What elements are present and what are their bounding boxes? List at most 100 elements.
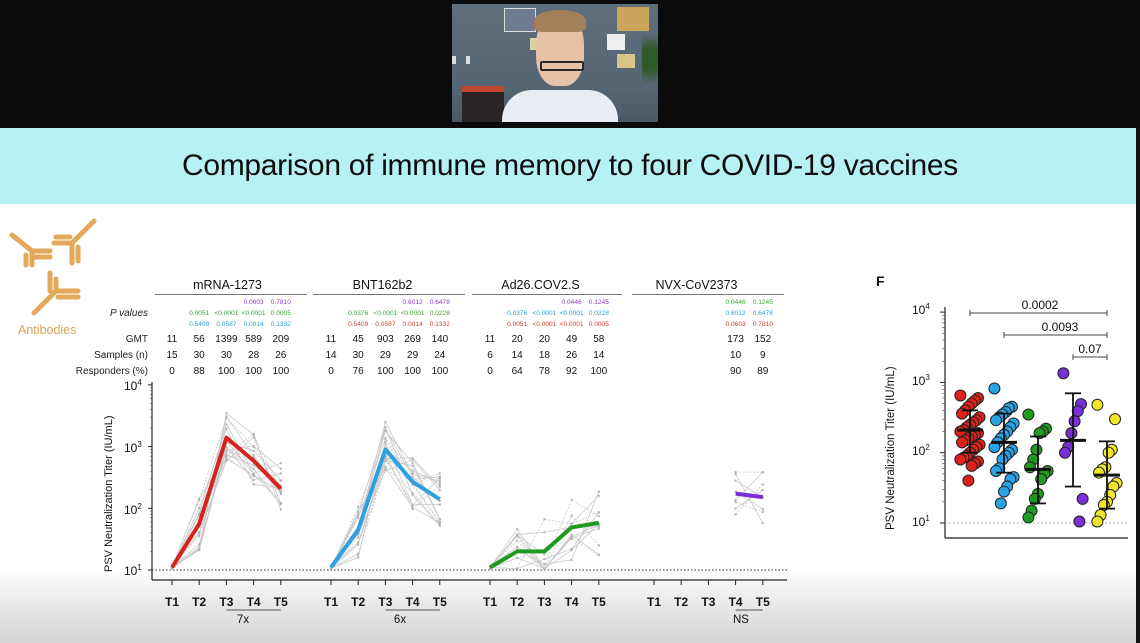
p-value-cell: 0.1332 bbox=[270, 321, 291, 328]
fold-change-label: NS bbox=[733, 614, 749, 626]
p-value-cell: 0.1245 bbox=[588, 299, 609, 306]
p-value-cell: 0.0587 bbox=[216, 321, 237, 328]
x-tick-label: T1 bbox=[164, 595, 179, 609]
x-tick-label: T1 bbox=[646, 595, 661, 609]
samples-cell: 30 bbox=[220, 350, 232, 361]
speaker-video-tile[interactable] bbox=[452, 4, 658, 122]
samples-cell: 26 bbox=[275, 350, 287, 361]
samples-label: Samples (n) bbox=[94, 350, 148, 361]
books bbox=[462, 86, 504, 122]
responders-cell: 100 bbox=[218, 366, 235, 377]
slide-title: Comparison of immune memory to four COVI… bbox=[181, 149, 959, 182]
x-tick-label: T2 bbox=[510, 595, 525, 609]
plant bbox=[642, 24, 658, 94]
p-value-cell: 0.0014 bbox=[402, 321, 423, 328]
p-value-cell: 0.0587 bbox=[375, 321, 396, 328]
x-tick-label: T4 bbox=[405, 595, 420, 609]
gmt-cell: 1399 bbox=[215, 334, 238, 345]
panel-f-y-tick-1e4: 104 bbox=[912, 302, 930, 317]
p-value-cell: 0.7810 bbox=[752, 321, 773, 328]
p-value-cell: 0.7810 bbox=[270, 299, 291, 306]
y-tick-1e1: 101 bbox=[124, 563, 142, 578]
vaccine-header-divider bbox=[155, 294, 307, 295]
window-edge bbox=[1136, 128, 1140, 643]
responders-cell: 100 bbox=[245, 366, 262, 377]
responders-cell: 100 bbox=[404, 366, 421, 377]
gmt-cell: 20 bbox=[511, 334, 523, 345]
speaker-shirt bbox=[502, 90, 618, 122]
gmt-cell: 49 bbox=[566, 334, 578, 345]
comparison-p-value: 0.0093 bbox=[1041, 320, 1079, 334]
fold-change-label: 6x bbox=[393, 614, 407, 626]
vaccine-header-nvx: NVX-CoV2373 bbox=[655, 278, 738, 292]
p-value-cell: 0.0446 bbox=[561, 299, 582, 306]
samples-cell: 6 bbox=[487, 350, 493, 361]
light-switch bbox=[452, 56, 456, 64]
x-tick-label: T2 bbox=[192, 595, 207, 609]
p-value-cell: 0.6012 bbox=[725, 310, 746, 317]
gmt-cell: 209 bbox=[272, 334, 290, 345]
p-value-cell: 0.0603 bbox=[243, 299, 264, 306]
p-value-cell: 0.1245 bbox=[752, 299, 773, 306]
vaccine-header-divider bbox=[472, 294, 622, 295]
samples-cell: 14 bbox=[325, 350, 337, 361]
p-value-cell: <0.0001 bbox=[532, 310, 557, 317]
p-value-cell: <0.0001 bbox=[532, 321, 557, 328]
samples-cell: 26 bbox=[566, 350, 578, 361]
responders-cell: 100 bbox=[377, 366, 394, 377]
samples-cell: 29 bbox=[379, 350, 391, 361]
speaker-hair bbox=[534, 10, 586, 32]
y-tick-1e2: 102 bbox=[124, 502, 142, 517]
p-value-cell: <0.0001 bbox=[559, 310, 584, 317]
x-tick-label: T3 bbox=[537, 595, 552, 609]
x-tick-label: T3 bbox=[701, 595, 716, 609]
gmt-cell: 20 bbox=[538, 334, 550, 345]
panel-f-y-tick-1e2: 102 bbox=[912, 443, 930, 458]
vaccine-header-mrna1273: mRNA-1273 bbox=[193, 278, 262, 292]
vaccine-header-bnt162b2: BNT162b2 bbox=[352, 278, 413, 292]
x-tick-label: T5 bbox=[591, 595, 606, 609]
p-value-cell: <0.0001 bbox=[373, 310, 398, 317]
responders-cell: 100 bbox=[272, 366, 290, 377]
p-value-cell: 0.0446 bbox=[725, 299, 746, 306]
responders-cell: 0 bbox=[487, 366, 493, 377]
gmt-cell: 56 bbox=[193, 334, 205, 345]
slide-title-band: Comparison of immune memory to four COVI… bbox=[0, 128, 1140, 204]
responders-cell: 92 bbox=[566, 366, 578, 377]
p-values-label: P values bbox=[110, 308, 148, 319]
p-value-cell: 0.0005 bbox=[588, 321, 609, 328]
responders-label: Responders (%) bbox=[75, 366, 148, 377]
x-tick-label: T2 bbox=[674, 595, 689, 609]
p-value-cell: 0.6478 bbox=[429, 299, 450, 306]
samples-cell: 30 bbox=[352, 350, 364, 361]
p-value-cell: 0.0376 bbox=[507, 310, 528, 317]
p-value-cell: 0.0005 bbox=[270, 310, 291, 317]
samples-cell: 14 bbox=[593, 350, 605, 361]
x-tick-label: T4 bbox=[564, 595, 579, 609]
samples-cell: 30 bbox=[193, 350, 205, 361]
x-tick-label: T5 bbox=[755, 595, 770, 609]
responders-cell: 76 bbox=[352, 366, 364, 377]
samples-cell: 28 bbox=[248, 350, 260, 361]
p-value-cell: 0.1332 bbox=[429, 321, 450, 328]
responders-cell: 64 bbox=[511, 366, 523, 377]
p-value-cell: 0.5409 bbox=[189, 321, 210, 328]
antibody-icon bbox=[9, 218, 97, 316]
p-value-cell: <0.0001 bbox=[214, 310, 239, 317]
p-value-cell: 0.0603 bbox=[725, 321, 746, 328]
p-value-cell: 0.0051 bbox=[507, 321, 528, 328]
samples-cell: 29 bbox=[407, 350, 419, 361]
samples-cell: 18 bbox=[538, 350, 550, 361]
p-value-cell: 0.0051 bbox=[189, 310, 210, 317]
gmt-cell: 173 bbox=[727, 334, 744, 345]
x-tick-label: T5 bbox=[432, 595, 447, 609]
gmt-cell: 589 bbox=[245, 334, 262, 345]
y-tick-1e4: 104 bbox=[124, 378, 142, 393]
gmt-cell: 140 bbox=[431, 334, 449, 345]
wall-note bbox=[607, 34, 625, 50]
x-tick-label: T4 bbox=[728, 595, 743, 609]
p-value-cell: 0.6478 bbox=[752, 310, 773, 317]
panel-f-y-tick-1e1: 101 bbox=[912, 514, 930, 529]
